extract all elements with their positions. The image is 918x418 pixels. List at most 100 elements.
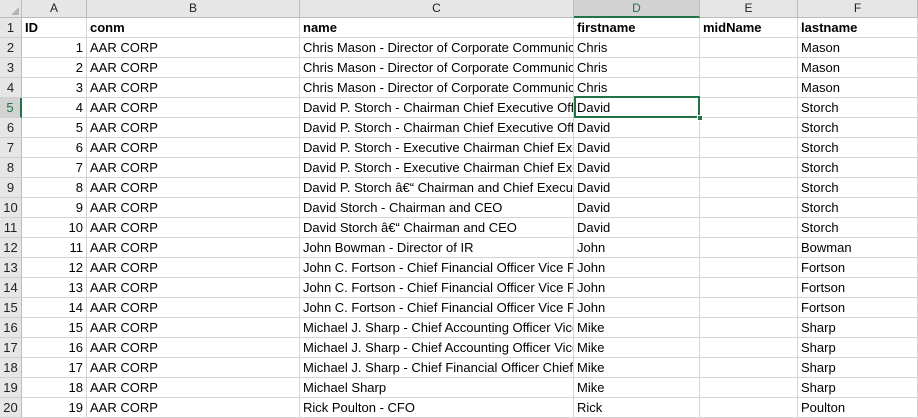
cell-f20[interactable]: Poulton bbox=[798, 398, 918, 418]
cell-e10[interactable] bbox=[700, 198, 798, 218]
cell-c12[interactable]: John Bowman - Director of IR bbox=[300, 238, 574, 258]
cell-d5[interactable]: David bbox=[574, 98, 700, 118]
cell-a7[interactable]: 6 bbox=[22, 138, 87, 158]
cell-e12[interactable] bbox=[700, 238, 798, 258]
cell-c16[interactable]: Michael J. Sharp - Chief Accounting Offi… bbox=[300, 318, 574, 338]
cell-f9[interactable]: Storch bbox=[798, 178, 918, 198]
row-header[interactable]: 16 bbox=[0, 318, 22, 338]
select-all-corner[interactable] bbox=[0, 0, 22, 18]
cell-f17[interactable]: Sharp bbox=[798, 338, 918, 358]
cell-e4[interactable] bbox=[700, 78, 798, 98]
row-header[interactable]: 6 bbox=[0, 118, 22, 138]
column-header-a[interactable]: A bbox=[22, 0, 87, 18]
cell-e16[interactable] bbox=[700, 318, 798, 338]
cell-f18[interactable]: Sharp bbox=[798, 358, 918, 378]
cell-a1[interactable]: ID bbox=[22, 18, 87, 38]
cell-b4[interactable]: AAR CORP bbox=[87, 78, 300, 98]
cell-c18[interactable]: Michael J. Sharp - Chief Financial Offic… bbox=[300, 358, 574, 378]
cell-b15[interactable]: AAR CORP bbox=[87, 298, 300, 318]
cell-a18[interactable]: 17 bbox=[22, 358, 87, 378]
cell-e14[interactable] bbox=[700, 278, 798, 298]
row-header[interactable]: 11 bbox=[0, 218, 22, 238]
cell-e13[interactable] bbox=[700, 258, 798, 278]
fill-handle[interactable] bbox=[697, 115, 703, 121]
row-header[interactable]: 8 bbox=[0, 158, 22, 178]
cell-a5[interactable]: 4 bbox=[22, 98, 87, 118]
cell-a6[interactable]: 5 bbox=[22, 118, 87, 138]
cell-a14[interactable]: 13 bbox=[22, 278, 87, 298]
cell-d6[interactable]: David bbox=[574, 118, 700, 138]
cell-a4[interactable]: 3 bbox=[22, 78, 87, 98]
cell-b5[interactable]: AAR CORP bbox=[87, 98, 300, 118]
cell-c10[interactable]: David Storch - Chairman and CEO bbox=[300, 198, 574, 218]
cell-b3[interactable]: AAR CORP bbox=[87, 58, 300, 78]
cell-b10[interactable]: AAR CORP bbox=[87, 198, 300, 218]
cell-b2[interactable]: AAR CORP bbox=[87, 38, 300, 58]
row-header[interactable]: 9 bbox=[0, 178, 22, 198]
row-header[interactable]: 4 bbox=[0, 78, 22, 98]
cell-d16[interactable]: Mike bbox=[574, 318, 700, 338]
cell-d14[interactable]: John bbox=[574, 278, 700, 298]
cell-a12[interactable]: 11 bbox=[22, 238, 87, 258]
cell-a9[interactable]: 8 bbox=[22, 178, 87, 198]
cell-d9[interactable]: David bbox=[574, 178, 700, 198]
cell-d8[interactable]: David bbox=[574, 158, 700, 178]
cell-e6[interactable] bbox=[700, 118, 798, 138]
cell-f3[interactable]: Mason bbox=[798, 58, 918, 78]
cell-f5[interactable]: Storch bbox=[798, 98, 918, 118]
cell-b7[interactable]: AAR CORP bbox=[87, 138, 300, 158]
cell-b18[interactable]: AAR CORP bbox=[87, 358, 300, 378]
cell-c11[interactable]: David Storch â€“ Chairman and CEO bbox=[300, 218, 574, 238]
row-header[interactable]: 14 bbox=[0, 278, 22, 298]
cell-a16[interactable]: 15 bbox=[22, 318, 87, 338]
row-header[interactable]: 5 bbox=[0, 98, 22, 118]
cell-a19[interactable]: 18 bbox=[22, 378, 87, 398]
cell-f4[interactable]: Mason bbox=[798, 78, 918, 98]
cell-d19[interactable]: Mike bbox=[574, 378, 700, 398]
row-header[interactable]: 10 bbox=[0, 198, 22, 218]
row-header[interactable]: 20 bbox=[0, 398, 22, 418]
cell-e20[interactable] bbox=[700, 398, 798, 418]
cell-e19[interactable] bbox=[700, 378, 798, 398]
cell-e17[interactable] bbox=[700, 338, 798, 358]
cell-c1[interactable]: name bbox=[300, 18, 574, 38]
cell-c14[interactable]: John C. Fortson - Chief Financial Office… bbox=[300, 278, 574, 298]
cell-f8[interactable]: Storch bbox=[798, 158, 918, 178]
row-header[interactable]: 2 bbox=[0, 38, 22, 58]
cell-b13[interactable]: AAR CORP bbox=[87, 258, 300, 278]
cell-d12[interactable]: John bbox=[574, 238, 700, 258]
row-header[interactable]: 12 bbox=[0, 238, 22, 258]
cell-d1[interactable]: firstname bbox=[574, 18, 700, 38]
cell-f14[interactable]: Fortson bbox=[798, 278, 918, 298]
cell-d18[interactable]: Mike bbox=[574, 358, 700, 378]
cell-e1[interactable]: midName bbox=[700, 18, 798, 38]
cell-c6[interactable]: David P. Storch - Chairman Chief Executi… bbox=[300, 118, 574, 138]
cell-d15[interactable]: John bbox=[574, 298, 700, 318]
cell-c3[interactable]: Chris Mason - Director of Corporate Comm… bbox=[300, 58, 574, 78]
cell-d20[interactable]: Rick bbox=[574, 398, 700, 418]
cell-f10[interactable]: Storch bbox=[798, 198, 918, 218]
cell-a8[interactable]: 7 bbox=[22, 158, 87, 178]
cell-c8[interactable]: David P. Storch - Executive Chairman Chi… bbox=[300, 158, 574, 178]
cell-c4[interactable]: Chris Mason - Director of Corporate Comm… bbox=[300, 78, 574, 98]
cell-d13[interactable]: John bbox=[574, 258, 700, 278]
row-header[interactable]: 3 bbox=[0, 58, 22, 78]
cell-b19[interactable]: AAR CORP bbox=[87, 378, 300, 398]
column-header-f[interactable]: F bbox=[798, 0, 918, 18]
cell-c9[interactable]: David P. Storch â€“ Chairman and Chief E… bbox=[300, 178, 574, 198]
cell-e9[interactable] bbox=[700, 178, 798, 198]
row-header[interactable]: 1 bbox=[0, 18, 22, 38]
cell-e11[interactable] bbox=[700, 218, 798, 238]
cell-e18[interactable] bbox=[700, 358, 798, 378]
cell-b1[interactable]: conm bbox=[87, 18, 300, 38]
cell-f12[interactable]: Bowman bbox=[798, 238, 918, 258]
cell-a11[interactable]: 10 bbox=[22, 218, 87, 238]
cell-e7[interactable] bbox=[700, 138, 798, 158]
row-header[interactable]: 17 bbox=[0, 338, 22, 358]
cell-c19[interactable]: Michael Sharp bbox=[300, 378, 574, 398]
cell-a3[interactable]: 2 bbox=[22, 58, 87, 78]
cell-c7[interactable]: David P. Storch - Executive Chairman Chi… bbox=[300, 138, 574, 158]
cell-f2[interactable]: Mason bbox=[798, 38, 918, 58]
cell-a2[interactable]: 1 bbox=[22, 38, 87, 58]
cell-a10[interactable]: 9 bbox=[22, 198, 87, 218]
